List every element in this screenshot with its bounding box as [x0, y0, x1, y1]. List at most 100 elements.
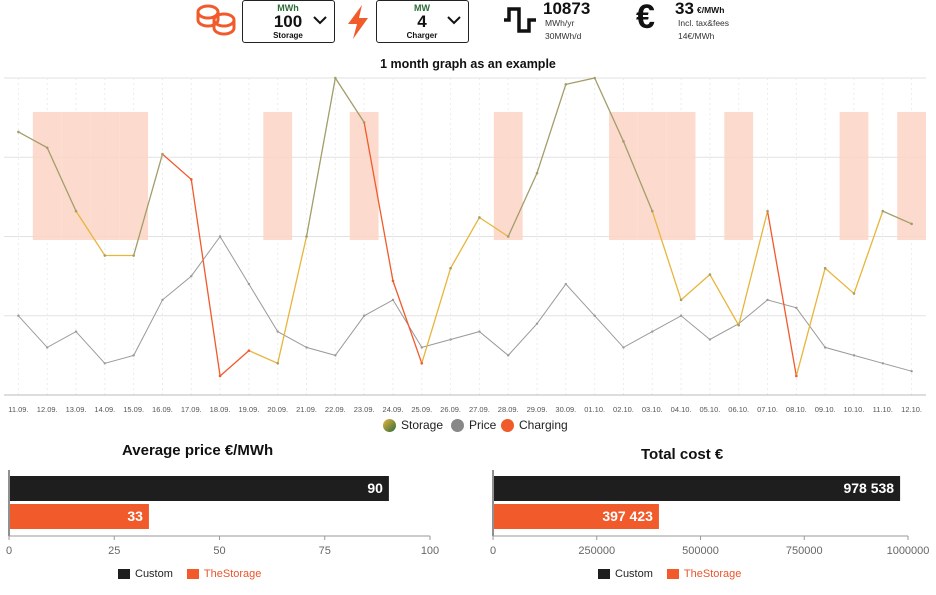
storage-segment	[18, 131, 48, 149]
storage-segment	[766, 211, 797, 377]
storage-segment	[565, 77, 595, 85]
price-point	[507, 354, 510, 357]
price-point	[103, 362, 107, 365]
discharge-band	[637, 112, 667, 240]
energy-daily: 30MWh/d	[545, 31, 582, 41]
main-chart-title: 1 month graph as an example	[380, 57, 556, 71]
storage-segment	[75, 210, 106, 256]
storage-point	[45, 146, 49, 150]
storage-segment	[795, 268, 826, 377]
charger-value: 4	[417, 12, 427, 31]
price-point	[305, 346, 308, 349]
storage-segment	[882, 210, 912, 225]
storage-point	[910, 222, 913, 226]
avg-price-chart: 0 25 50 75 100 90 33	[6, 470, 439, 557]
legend-thestorage-swatch	[666, 569, 679, 579]
price-point	[420, 346, 423, 349]
storage-point	[247, 349, 251, 352]
price-point	[622, 346, 625, 349]
x-tick-label: 250000	[578, 545, 615, 557]
storage-segment	[622, 141, 653, 212]
chevron-down-icon	[447, 16, 461, 25]
storage-point	[506, 235, 510, 238]
x-tick-label: 16.09.	[152, 405, 173, 414]
legend-custom-label: Custom	[135, 568, 173, 580]
price-series-line	[18, 235, 912, 372]
x-tick-label: 30.09.	[555, 405, 576, 414]
storage-value: 100	[273, 12, 303, 31]
bar-custom	[10, 476, 389, 501]
storage-point	[535, 171, 539, 175]
price-point	[593, 314, 596, 317]
chevron-down-icon	[313, 16, 327, 25]
price-point	[218, 235, 222, 238]
x-tick-label: 25.09.	[411, 405, 432, 414]
storage-point	[74, 209, 78, 213]
x-tick-label: 09.10.	[815, 405, 836, 414]
discharge-band	[263, 112, 293, 240]
x-tick-label: 01.10.	[584, 405, 605, 414]
legend-charging[interactable]: Charging	[501, 418, 568, 432]
x-tick-label: 02.10.	[613, 405, 634, 414]
bar-thestorage	[10, 504, 149, 529]
price-point	[132, 354, 135, 357]
x-tick-label: 0	[6, 545, 12, 557]
legend-storage[interactable]: Storage	[383, 418, 443, 432]
price-point	[74, 330, 78, 333]
price-note: Incl. tax&fees	[678, 18, 730, 28]
total-cost-title: Total cost €	[641, 446, 724, 463]
x-tick-label: 06.10.	[728, 405, 749, 414]
discharge-band	[119, 112, 149, 240]
price-point	[651, 330, 654, 333]
storage-point	[17, 130, 20, 134]
charger-unit: MW	[414, 3, 430, 13]
price-point	[17, 314, 20, 317]
x-tick-label: 500000	[682, 545, 719, 557]
price-point	[247, 282, 251, 286]
storage-segment	[305, 77, 336, 237]
storage-segment	[363, 122, 394, 281]
legend-price[interactable]: Price	[451, 418, 496, 432]
storage-point	[478, 216, 481, 219]
x-tick-label: 50	[213, 545, 225, 557]
x-tick-label: 19.09.	[238, 405, 259, 414]
legend-custom-swatch	[598, 569, 610, 579]
price-point	[910, 370, 913, 373]
legend-price-label: Price	[469, 418, 497, 432]
storage-segment	[651, 210, 682, 301]
energy-value: 10873	[543, 0, 591, 18]
price-point	[391, 298, 395, 302]
legend-custom-swatch	[118, 569, 130, 579]
x-tick-label: 21.09.	[296, 405, 317, 414]
x-tick-label: 12.09.	[37, 405, 58, 414]
x-tick-label: 1000000	[887, 545, 930, 557]
storage-point	[766, 209, 769, 213]
x-tick-label: 23.09.	[354, 405, 375, 414]
legend-thestorage-label: TheStorage	[203, 568, 262, 580]
x-tick-label: 10.10.	[844, 405, 865, 414]
legend-storage-swatch	[383, 418, 396, 432]
legend-thestorage-swatch	[186, 569, 199, 579]
storage-segment	[824, 267, 855, 295]
x-tick-label: 12.10.	[901, 405, 922, 414]
legend-custom-label: Custom	[615, 568, 653, 580]
charger-label: Charger	[406, 31, 438, 40]
avg-price-title: Average price €/MWh	[122, 442, 274, 459]
storage-segment	[536, 84, 567, 174]
x-tick-label: 14.09.	[94, 405, 115, 414]
total-cost-legend: Custom TheStorage	[598, 568, 741, 580]
storage-point	[679, 298, 683, 302]
storage-point	[650, 209, 654, 213]
legend-charging-swatch	[501, 418, 514, 432]
storage-point	[334, 76, 337, 80]
main-chart-legend: Storage Price Charging	[0, 418, 936, 436]
price-point	[766, 298, 769, 302]
price-point	[535, 322, 539, 325]
storage-segment	[709, 274, 740, 326]
main-chart: 11.09. 12.09. 13.09. 14.09. 15.09. 16.09. 17.0…	[4, 76, 926, 414]
charger-selector[interactable]: MW 4 Charger	[376, 0, 469, 43]
storage-selector[interactable]: MWh 100 Storage	[242, 0, 335, 43]
euro-icon: €	[636, 0, 655, 36]
bar-value-label: 397 423	[602, 508, 653, 524]
storage-point	[823, 266, 827, 270]
